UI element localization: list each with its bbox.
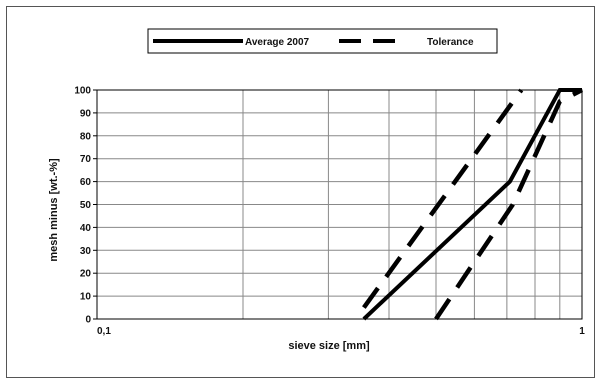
y-tick-label: 60 [80,177,92,188]
series-lines [362,88,584,321]
series-line-tolerance-2 [434,88,584,321]
series-line-tolerance-1 [362,88,524,309]
y-tick-label: 0 [85,315,91,326]
y-tick-label: 80 [80,131,92,142]
y-tick-label: 30 [80,246,92,257]
y-tick-label: 70 [80,154,92,165]
y-tick-label: 100 [74,86,91,97]
grid [97,89,582,319]
y-tick-label: 40 [80,223,92,234]
y-tick-label: 50 [80,200,92,211]
x-tick-label: 0,1 [97,326,111,337]
legend-label-tolerance: Tolerance [427,37,474,48]
sieve-chart: 0 10 20 30 40 50 60 70 80 90 100 0,1 1 Average 2007 … [48,28,585,352]
chart-frame: 0 10 20 30 40 50 60 70 80 90 100 0,1 1 Average 2007 … [6,6,595,378]
x-axis-label: sieve size [mm] [288,340,370,352]
tick-labels: 0 10 20 30 40 50 60 70 80 90 100 0,1 1 [74,86,585,338]
legend-label-average: Average 2007 [245,37,310,48]
y-tick-label: 10 [80,292,92,303]
y-axis-label: mesh minus [wt.-%] [48,158,60,262]
axes [93,89,583,320]
x-tick-label: 1 [579,326,585,337]
y-tick-label: 90 [80,108,92,119]
y-tick-label: 20 [80,269,92,280]
legend: Average 2007 Tolerance [147,28,498,54]
series-line-average [362,88,582,321]
